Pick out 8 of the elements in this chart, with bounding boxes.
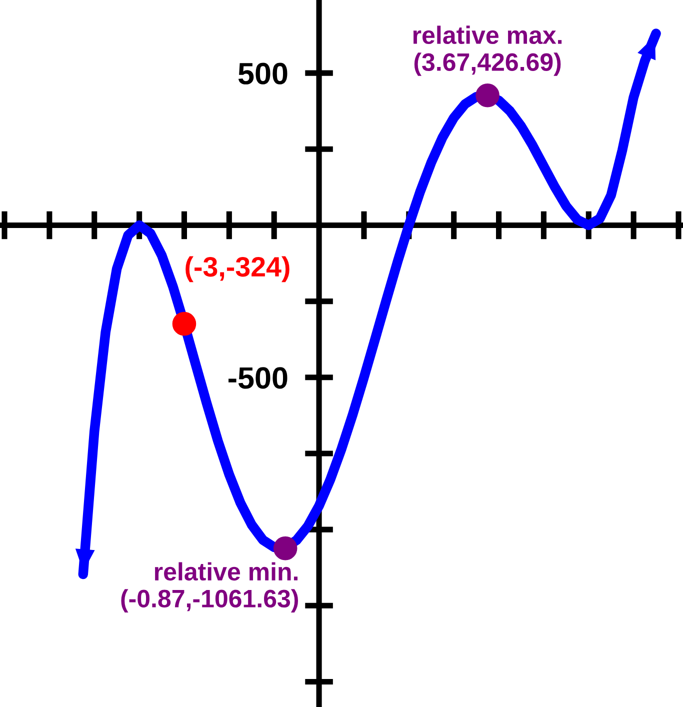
point [476,83,500,108]
point [273,536,298,560]
annotation: relative max. (3.67,426.69) [413,26,562,76]
point [172,312,196,336]
y-tick-label: -500 [228,367,288,389]
y-tick-label: 500 [238,62,288,84]
annotation: relative min. (-0.87,-1061.63) [121,562,298,612]
annotation: (-3,-324) [186,256,290,282]
